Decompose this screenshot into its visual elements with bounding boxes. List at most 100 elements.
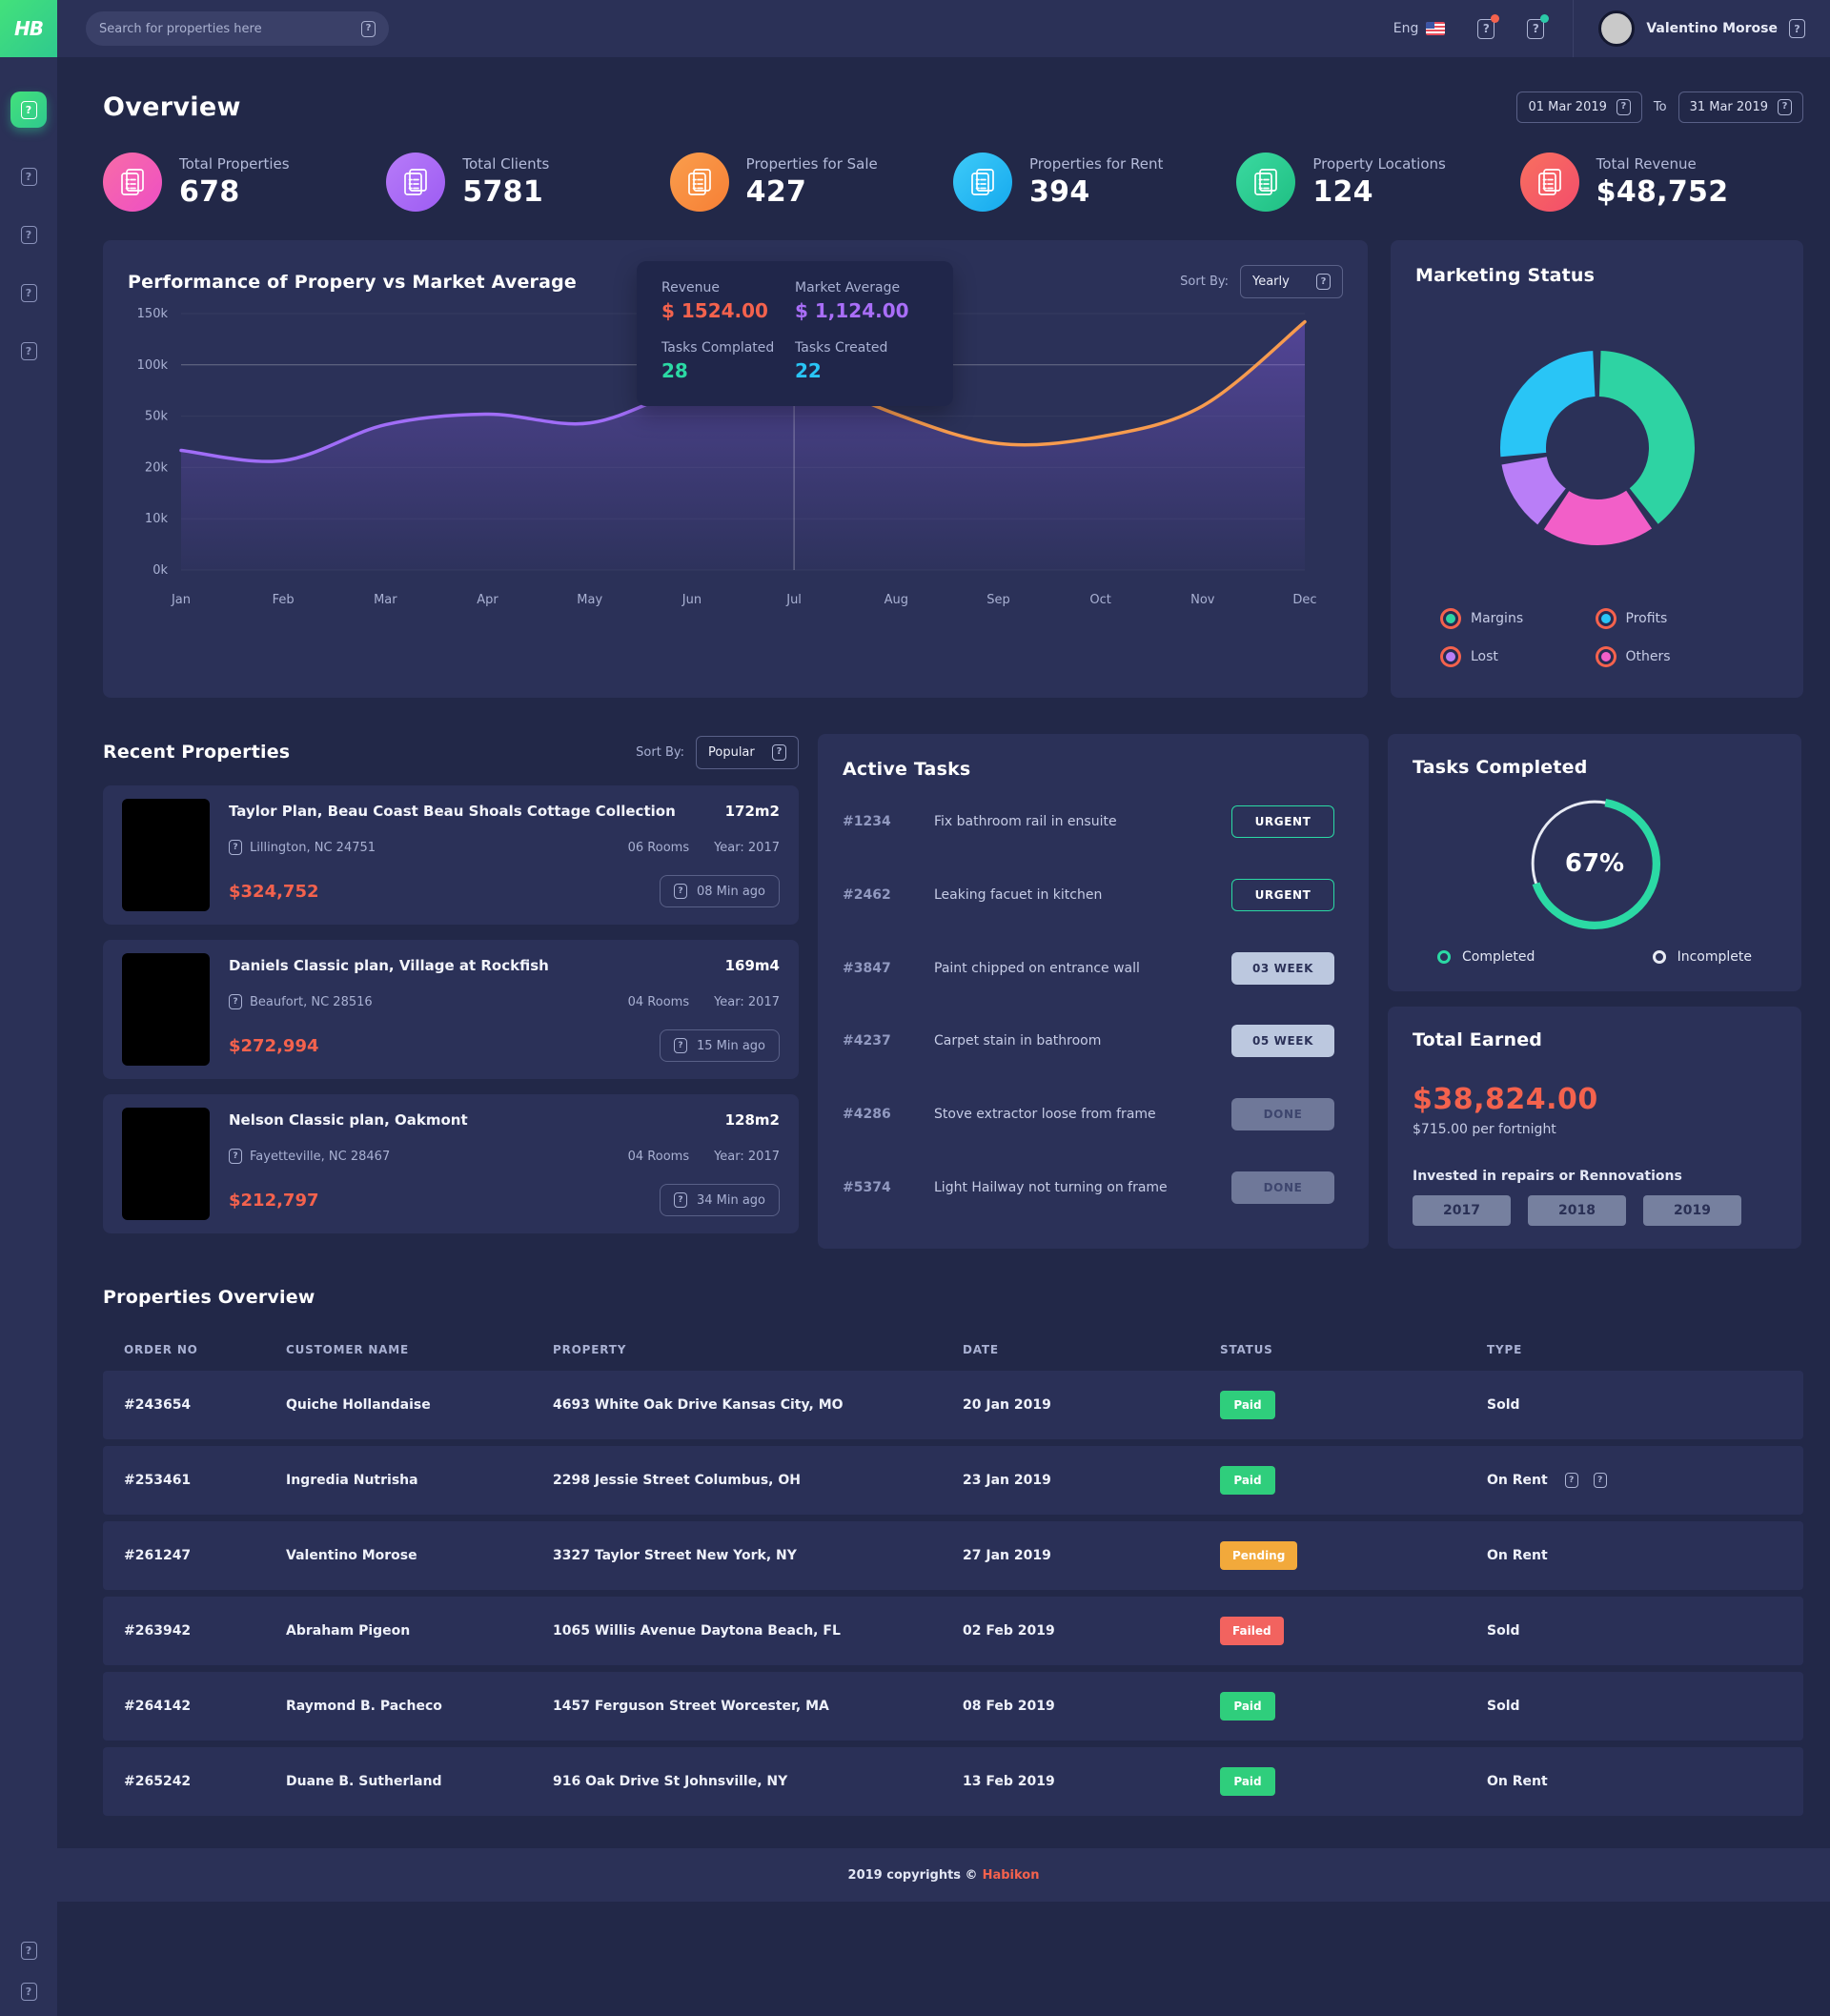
clock-icon: ? [673, 1192, 687, 1208]
chevron-down-icon: ? [1789, 19, 1805, 38]
app-logo[interactable]: HB [0, 0, 57, 57]
property-location: ? Fayetteville, NC 28467 [229, 1149, 390, 1164]
time-ago-chip: ? 15 Min ago [659, 1029, 780, 1062]
legend-dot-icon [1600, 614, 1611, 623]
svg-text:Aug: Aug [884, 593, 908, 607]
sidebar-item-help[interactable]: ? [20, 1940, 37, 1960]
task-status-button[interactable]: DONE [1231, 1171, 1334, 1204]
cell-property: 1457 Ferguson Street Worcester, MA [553, 1699, 829, 1714]
stat-card: Total Clients 5781 [386, 153, 669, 212]
avatar [1598, 10, 1636, 47]
svg-text:150k: 150k [137, 307, 169, 321]
table-row: #253461 Ingredia Nutrisha 2298 Jessie Stre… [103, 1446, 1803, 1515]
stat-label: Total Properties [179, 155, 290, 173]
legend-dot-icon [1446, 614, 1455, 623]
cell-date: 27 Jan 2019 [963, 1548, 1051, 1563]
chart-sort-dropdown[interactable]: Yearly ? [1240, 265, 1343, 298]
location-pin-icon: ? [229, 840, 242, 855]
legend-label: Profits [1625, 611, 1668, 626]
stat-label: Property Locations [1312, 155, 1446, 173]
stat-label: Properties for Rent [1029, 155, 1164, 173]
language-switcher[interactable]: Eng [1393, 21, 1446, 36]
property-image [122, 953, 210, 1066]
property-body: Daniels Classic plan, Village at Rockfis… [229, 953, 780, 1066]
chart-title: Performance of Propery vs Market Average [128, 271, 578, 293]
property-title: Taylor Plan, Beau Coast Beau Shoals Cott… [229, 803, 676, 820]
task-id: #1234 [843, 814, 891, 830]
reports-icon: ? [20, 284, 37, 302]
table-header-cell: DATE [963, 1343, 999, 1356]
messages-button[interactable]: ? [1527, 14, 1550, 39]
date-from-picker[interactable]: 01 Mar 2019 ? [1516, 91, 1642, 123]
task-status-button[interactable]: URGENT [1231, 805, 1334, 839]
task-status-button[interactable]: DONE [1231, 1097, 1334, 1130]
task-id: #5374 [843, 1179, 891, 1195]
time-ago-text: 08 Min ago [696, 884, 765, 899]
tooltip-tasks-completed-label: Tasks Complated [661, 340, 775, 356]
cell-date: 02 Feb 2019 [963, 1623, 1055, 1639]
active-tasks-title: Active Tasks [843, 759, 971, 780]
svg-text:Oct: Oct [1089, 593, 1110, 607]
task-status-button[interactable]: 03 WEEK [1231, 951, 1334, 985]
task-text: Light Hailway not turning on frame [934, 1179, 1168, 1195]
task-status-button[interactable]: 05 WEEK [1231, 1025, 1334, 1058]
task-id: #4286 [843, 1106, 891, 1122]
cell-property: 3327 Taylor Street New York, NY [553, 1548, 797, 1563]
sidebar-item-clients[interactable]: ? [20, 224, 37, 244]
status-badge: Paid [1220, 1692, 1275, 1721]
task-status-button[interactable]: URGENT [1231, 878, 1334, 911]
property-price: $212,797 [229, 1190, 319, 1211]
main-content: Overview 01 Mar 2019 ? To 31 Mar 2019 ? … [57, 57, 1830, 1902]
property-card[interactable]: Daniels Classic plan, Village at Rockfis… [103, 940, 799, 1079]
property-card[interactable]: Taylor Plan, Beau Coast Beau Shoals Cott… [103, 785, 799, 925]
time-ago-chip: ? 08 Min ago [659, 875, 780, 907]
notification-dot [1491, 14, 1500, 24]
cell-property: 1065 Willis Avenue Daytona Beach, FL [553, 1623, 841, 1639]
notification-bell[interactable]: ? [1477, 14, 1500, 39]
stat-card: Property Locations 124 [1236, 153, 1519, 212]
year-buttons: 2017 2018 2019 [1413, 1195, 1777, 1226]
us-flag-icon [1426, 22, 1446, 35]
cell-date: 08 Feb 2019 [963, 1699, 1055, 1714]
status-badge: Paid [1220, 1391, 1275, 1419]
sidebar-item-logout[interactable]: ? [20, 1981, 37, 2001]
sidebar-item-reports[interactable]: ? [20, 282, 37, 302]
sidebar-item-settings[interactable]: ? [20, 340, 37, 360]
legend-item: Lost [1442, 648, 1597, 665]
property-image [122, 799, 210, 911]
search-bar[interactable]: ? [86, 11, 389, 46]
property-card[interactable]: Nelson Classic plan, Oakmont 128m2? Fayett… [103, 1094, 799, 1233]
brand-link[interactable]: Habikon [982, 1867, 1040, 1883]
user-name: Valentino Morose [1646, 21, 1778, 36]
sidebar-item-dashboard[interactable]: ? [10, 92, 47, 128]
sidebar-item-properties[interactable]: ? [20, 166, 37, 186]
edit-icon[interactable]: ? [1564, 1473, 1578, 1488]
date-to-picker[interactable]: 31 Mar 2019 ? [1678, 91, 1803, 123]
stat-card: Properties for Rent 394 [953, 153, 1236, 212]
year-button[interactable]: 2018 [1528, 1195, 1626, 1226]
search-input[interactable] [99, 21, 361, 36]
recent-sort-dropdown[interactable]: Popular ? [696, 735, 799, 769]
search-icon[interactable]: ? [361, 20, 376, 37]
status-badge: Pending [1220, 1541, 1298, 1570]
cell-customer-name: Abraham Pigeon [286, 1623, 411, 1639]
type-text: Sold [1487, 1397, 1520, 1413]
svg-text:20k: 20k [145, 460, 169, 475]
time-ago-text: 15 Min ago [696, 1038, 765, 1053]
cell-order-no: #265242 [124, 1774, 192, 1789]
document-icon [1519, 153, 1579, 212]
legend-item: Others [1597, 648, 1753, 665]
user-menu[interactable]: Valentino Morose ? [1598, 10, 1805, 47]
completed-legend-dot [1437, 950, 1451, 964]
cell-property: 2298 Jessie Street Columbus, OH [553, 1473, 801, 1488]
delete-icon[interactable]: ? [1593, 1473, 1607, 1488]
property-price: $272,994 [229, 1035, 319, 1056]
sort-by-label: Sort By: [1180, 275, 1229, 289]
stats-row: Total Properties 678 Total Clients 5781 Prop… [103, 153, 1803, 212]
year-button[interactable]: 2019 [1643, 1195, 1741, 1226]
year-button[interactable]: 2017 [1413, 1195, 1511, 1226]
property-location: ? Beaufort, NC 28516 [229, 994, 373, 1009]
table-row: #243654 Quiche Hollandaise 4693 White Oak … [103, 1371, 1803, 1439]
tooltip-tasks-created-label: Tasks Created [795, 340, 888, 356]
stat-label: Total Revenue [1596, 155, 1697, 173]
